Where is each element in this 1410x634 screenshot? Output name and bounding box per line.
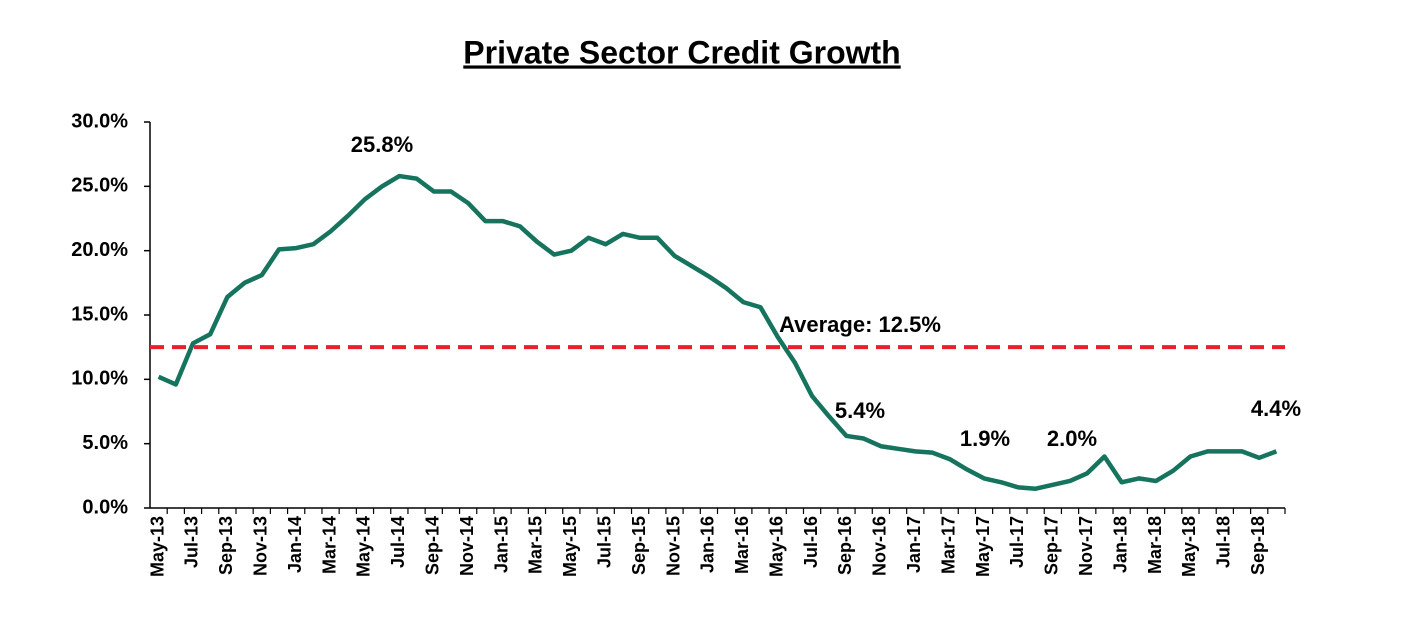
x-tick-label: Sep-16	[835, 516, 855, 575]
x-tick-label: Jan-18	[1110, 516, 1130, 573]
average-label: Average: 12.5%	[779, 312, 941, 337]
x-tick-label: Mar-14	[319, 516, 339, 574]
x-tick-label: Jul-13	[182, 516, 202, 568]
x-tick-label: May-17	[973, 516, 993, 577]
x-tick-label: May-16	[766, 516, 786, 577]
x-tick-label: Mar-17	[938, 516, 958, 574]
x-tick-label: Jul-15	[594, 516, 614, 568]
annotation: 2.0%	[1047, 426, 1097, 451]
x-tick-label: Nov-14	[457, 516, 477, 576]
x-tick-label: Jan-17	[904, 516, 924, 573]
x-tick-label: Sep-17	[1042, 516, 1062, 575]
x-tick-label: Jul-18	[1214, 516, 1234, 568]
y-tick-label: 30.0%	[71, 110, 128, 132]
x-tick-label: Jan-16	[698, 516, 718, 573]
y-tick-label: 25.0%	[71, 175, 128, 197]
x-tick-label: Sep-13	[216, 516, 236, 575]
x-tick-label: Sep-18	[1248, 516, 1268, 575]
x-tick-label: Mar-18	[1145, 516, 1165, 574]
x-tick-label: Mar-15	[526, 516, 546, 574]
y-tick-label: 20.0%	[71, 239, 128, 261]
x-tick-label: Sep-15	[629, 516, 649, 575]
x-tick-label: Nov-13	[251, 516, 271, 576]
x-tick-label: Sep-14	[423, 516, 443, 575]
x-tick-label: May-14	[354, 516, 374, 577]
y-tick-label: 10.0%	[71, 368, 128, 390]
x-tick-label: Jan-14	[285, 516, 305, 573]
x-tick-label: Nov-16	[870, 516, 890, 576]
y-tick-label: 15.0%	[71, 303, 128, 325]
y-tick-label: 0.0%	[82, 496, 128, 518]
annotation: 1.9%	[960, 426, 1010, 451]
x-tick-label: Jan-15	[491, 516, 511, 573]
y-tick-label: 5.0%	[82, 432, 128, 454]
annotation: 25.8%	[351, 132, 413, 157]
x-tick-label: Jul-16	[801, 516, 821, 568]
annotation: 4.4%	[1251, 396, 1301, 421]
x-tick-label: Nov-17	[1076, 516, 1096, 576]
x-tick-label: Jul-17	[1007, 516, 1027, 568]
x-tick-label: May-15	[560, 516, 580, 577]
x-tick-label: Jul-14	[388, 516, 408, 568]
line-series	[157, 173, 1278, 491]
x-tick-label: Mar-16	[732, 516, 752, 574]
x-tick-label: May-18	[1179, 516, 1199, 577]
chart-title: Private Sector Credit Growth	[463, 34, 900, 70]
x-tick-label: May-13	[147, 516, 167, 577]
x-tick-label: Nov-15	[663, 516, 683, 576]
annotation: 5.4%	[835, 398, 885, 423]
